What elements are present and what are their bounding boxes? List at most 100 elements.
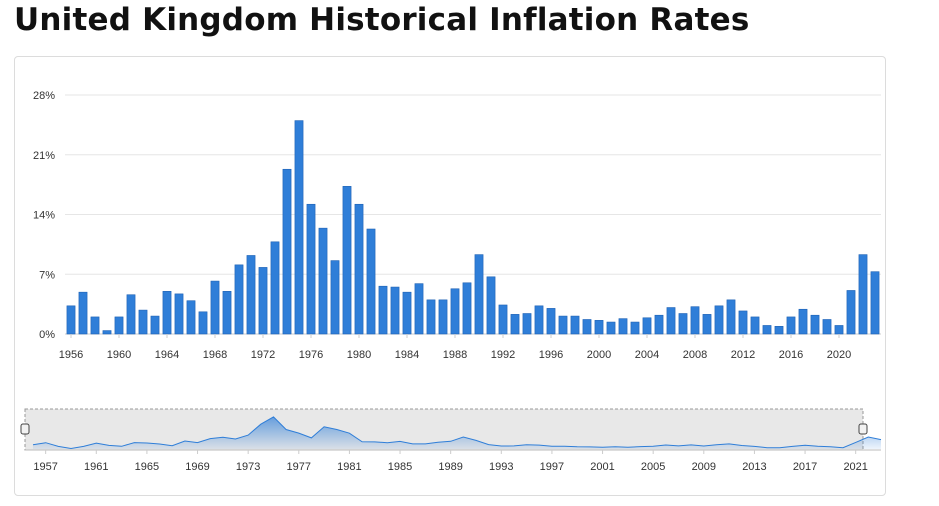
bar bbox=[246, 255, 256, 335]
bar bbox=[834, 325, 844, 335]
bar bbox=[294, 120, 304, 335]
y-tick-label: 7% bbox=[39, 269, 55, 281]
bar bbox=[174, 293, 184, 335]
navigator-tick-label: 1997 bbox=[540, 461, 564, 473]
bar-series bbox=[66, 120, 880, 335]
bar bbox=[354, 203, 364, 335]
bar bbox=[786, 316, 796, 335]
bar bbox=[306, 203, 316, 335]
navigator-line bbox=[32, 416, 882, 450]
bar bbox=[426, 299, 436, 335]
bar bbox=[258, 267, 268, 335]
page-title: United Kingdom Historical Inflation Rate… bbox=[14, 2, 750, 38]
bar bbox=[486, 276, 496, 335]
bar bbox=[846, 290, 856, 335]
x-tick-label: 1964 bbox=[155, 349, 179, 361]
bar bbox=[618, 318, 628, 335]
bar bbox=[186, 300, 196, 335]
bar bbox=[102, 330, 112, 335]
bar bbox=[366, 228, 376, 335]
navigator-tick-label: 1957 bbox=[33, 461, 57, 473]
bar bbox=[630, 321, 640, 335]
bar bbox=[774, 326, 784, 335]
bar bbox=[462, 282, 472, 335]
navigator-tick-label: 1993 bbox=[489, 461, 513, 473]
navigator-tick-label: 2005 bbox=[641, 461, 665, 473]
bar bbox=[282, 168, 292, 335]
bar bbox=[642, 317, 652, 335]
navigator-tick-label: 2013 bbox=[742, 461, 766, 473]
navigator-left-handle[interactable] bbox=[20, 423, 30, 435]
navigator-tick-label: 1969 bbox=[185, 461, 209, 473]
bar bbox=[654, 314, 664, 335]
bar bbox=[150, 315, 160, 335]
x-tick-label: 1972 bbox=[251, 349, 275, 361]
bar bbox=[558, 315, 568, 335]
navigator-area bbox=[33, 416, 881, 449]
bar bbox=[870, 271, 880, 335]
x-tick-label: 1992 bbox=[491, 349, 515, 361]
bar bbox=[510, 314, 520, 335]
inflation-chart: 0%7%14%21%28% 1956 1960 1964 1968 1972 1976 19… bbox=[20, 90, 882, 473]
bar bbox=[378, 285, 388, 335]
bar bbox=[498, 304, 508, 335]
bar bbox=[198, 311, 208, 335]
bar bbox=[762, 325, 772, 335]
bar bbox=[738, 310, 748, 335]
x-tick-label: 2012 bbox=[731, 349, 755, 361]
bar bbox=[822, 319, 832, 335]
navigator-tick-label: 1977 bbox=[287, 461, 311, 473]
bar bbox=[342, 186, 352, 335]
bar bbox=[582, 319, 592, 335]
bar bbox=[210, 280, 220, 335]
navigator-tick-label: 2009 bbox=[692, 461, 716, 473]
navigator[interactable]: 1957 1961 1965 1969 1973 1977 1981 1985 1989 1993… bbox=[20, 408, 882, 473]
bar bbox=[678, 313, 688, 335]
bar bbox=[222, 291, 232, 335]
bar bbox=[666, 307, 676, 335]
bar bbox=[750, 316, 760, 335]
bar bbox=[702, 314, 712, 335]
bar bbox=[690, 306, 700, 335]
x-tick-label: 2008 bbox=[683, 349, 707, 361]
bar bbox=[390, 286, 400, 335]
bar bbox=[534, 305, 544, 335]
x-tick-label: 1980 bbox=[347, 349, 371, 361]
navigator-tick-label: 1973 bbox=[236, 461, 260, 473]
bar bbox=[270, 241, 280, 335]
bar bbox=[798, 308, 808, 335]
navigator-tick-label: 1981 bbox=[337, 461, 361, 473]
bar bbox=[726, 299, 736, 335]
navigator-tick-label: 1961 bbox=[84, 461, 108, 473]
bar bbox=[114, 316, 124, 335]
x-tick-label: 1984 bbox=[395, 349, 419, 361]
y-axis: 0% 7% 14% 21% 28% bbox=[33, 90, 55, 341]
navigator-tick-label: 1985 bbox=[388, 461, 412, 473]
bar bbox=[594, 320, 604, 335]
x-tick-label: 2004 bbox=[635, 349, 659, 361]
bar bbox=[450, 288, 460, 335]
x-tick-label: 1988 bbox=[443, 349, 467, 361]
bar bbox=[330, 260, 340, 335]
navigator-right-handle[interactable] bbox=[858, 423, 868, 435]
y-tick-label: 21% bbox=[33, 150, 55, 162]
bar bbox=[570, 315, 580, 335]
bar bbox=[66, 305, 76, 335]
y-tick-label: 0% bbox=[39, 329, 55, 341]
x-tick-label: 1956 bbox=[59, 349, 83, 361]
bar bbox=[606, 321, 616, 335]
x-tick-label: 2020 bbox=[827, 349, 851, 361]
bar bbox=[810, 314, 820, 335]
gridlines bbox=[65, 94, 881, 335]
navigator-tick-label: 2021 bbox=[843, 461, 867, 473]
bar bbox=[90, 316, 100, 335]
x-tick-label: 2016 bbox=[779, 349, 803, 361]
bar bbox=[522, 313, 532, 335]
bar bbox=[402, 291, 412, 335]
bar bbox=[162, 291, 172, 335]
navigator-tick-label: 2001 bbox=[590, 461, 614, 473]
bar bbox=[438, 299, 448, 335]
y-tick-label: 14% bbox=[33, 210, 55, 222]
x-tick-label: 1960 bbox=[107, 349, 131, 361]
bar bbox=[714, 305, 724, 335]
